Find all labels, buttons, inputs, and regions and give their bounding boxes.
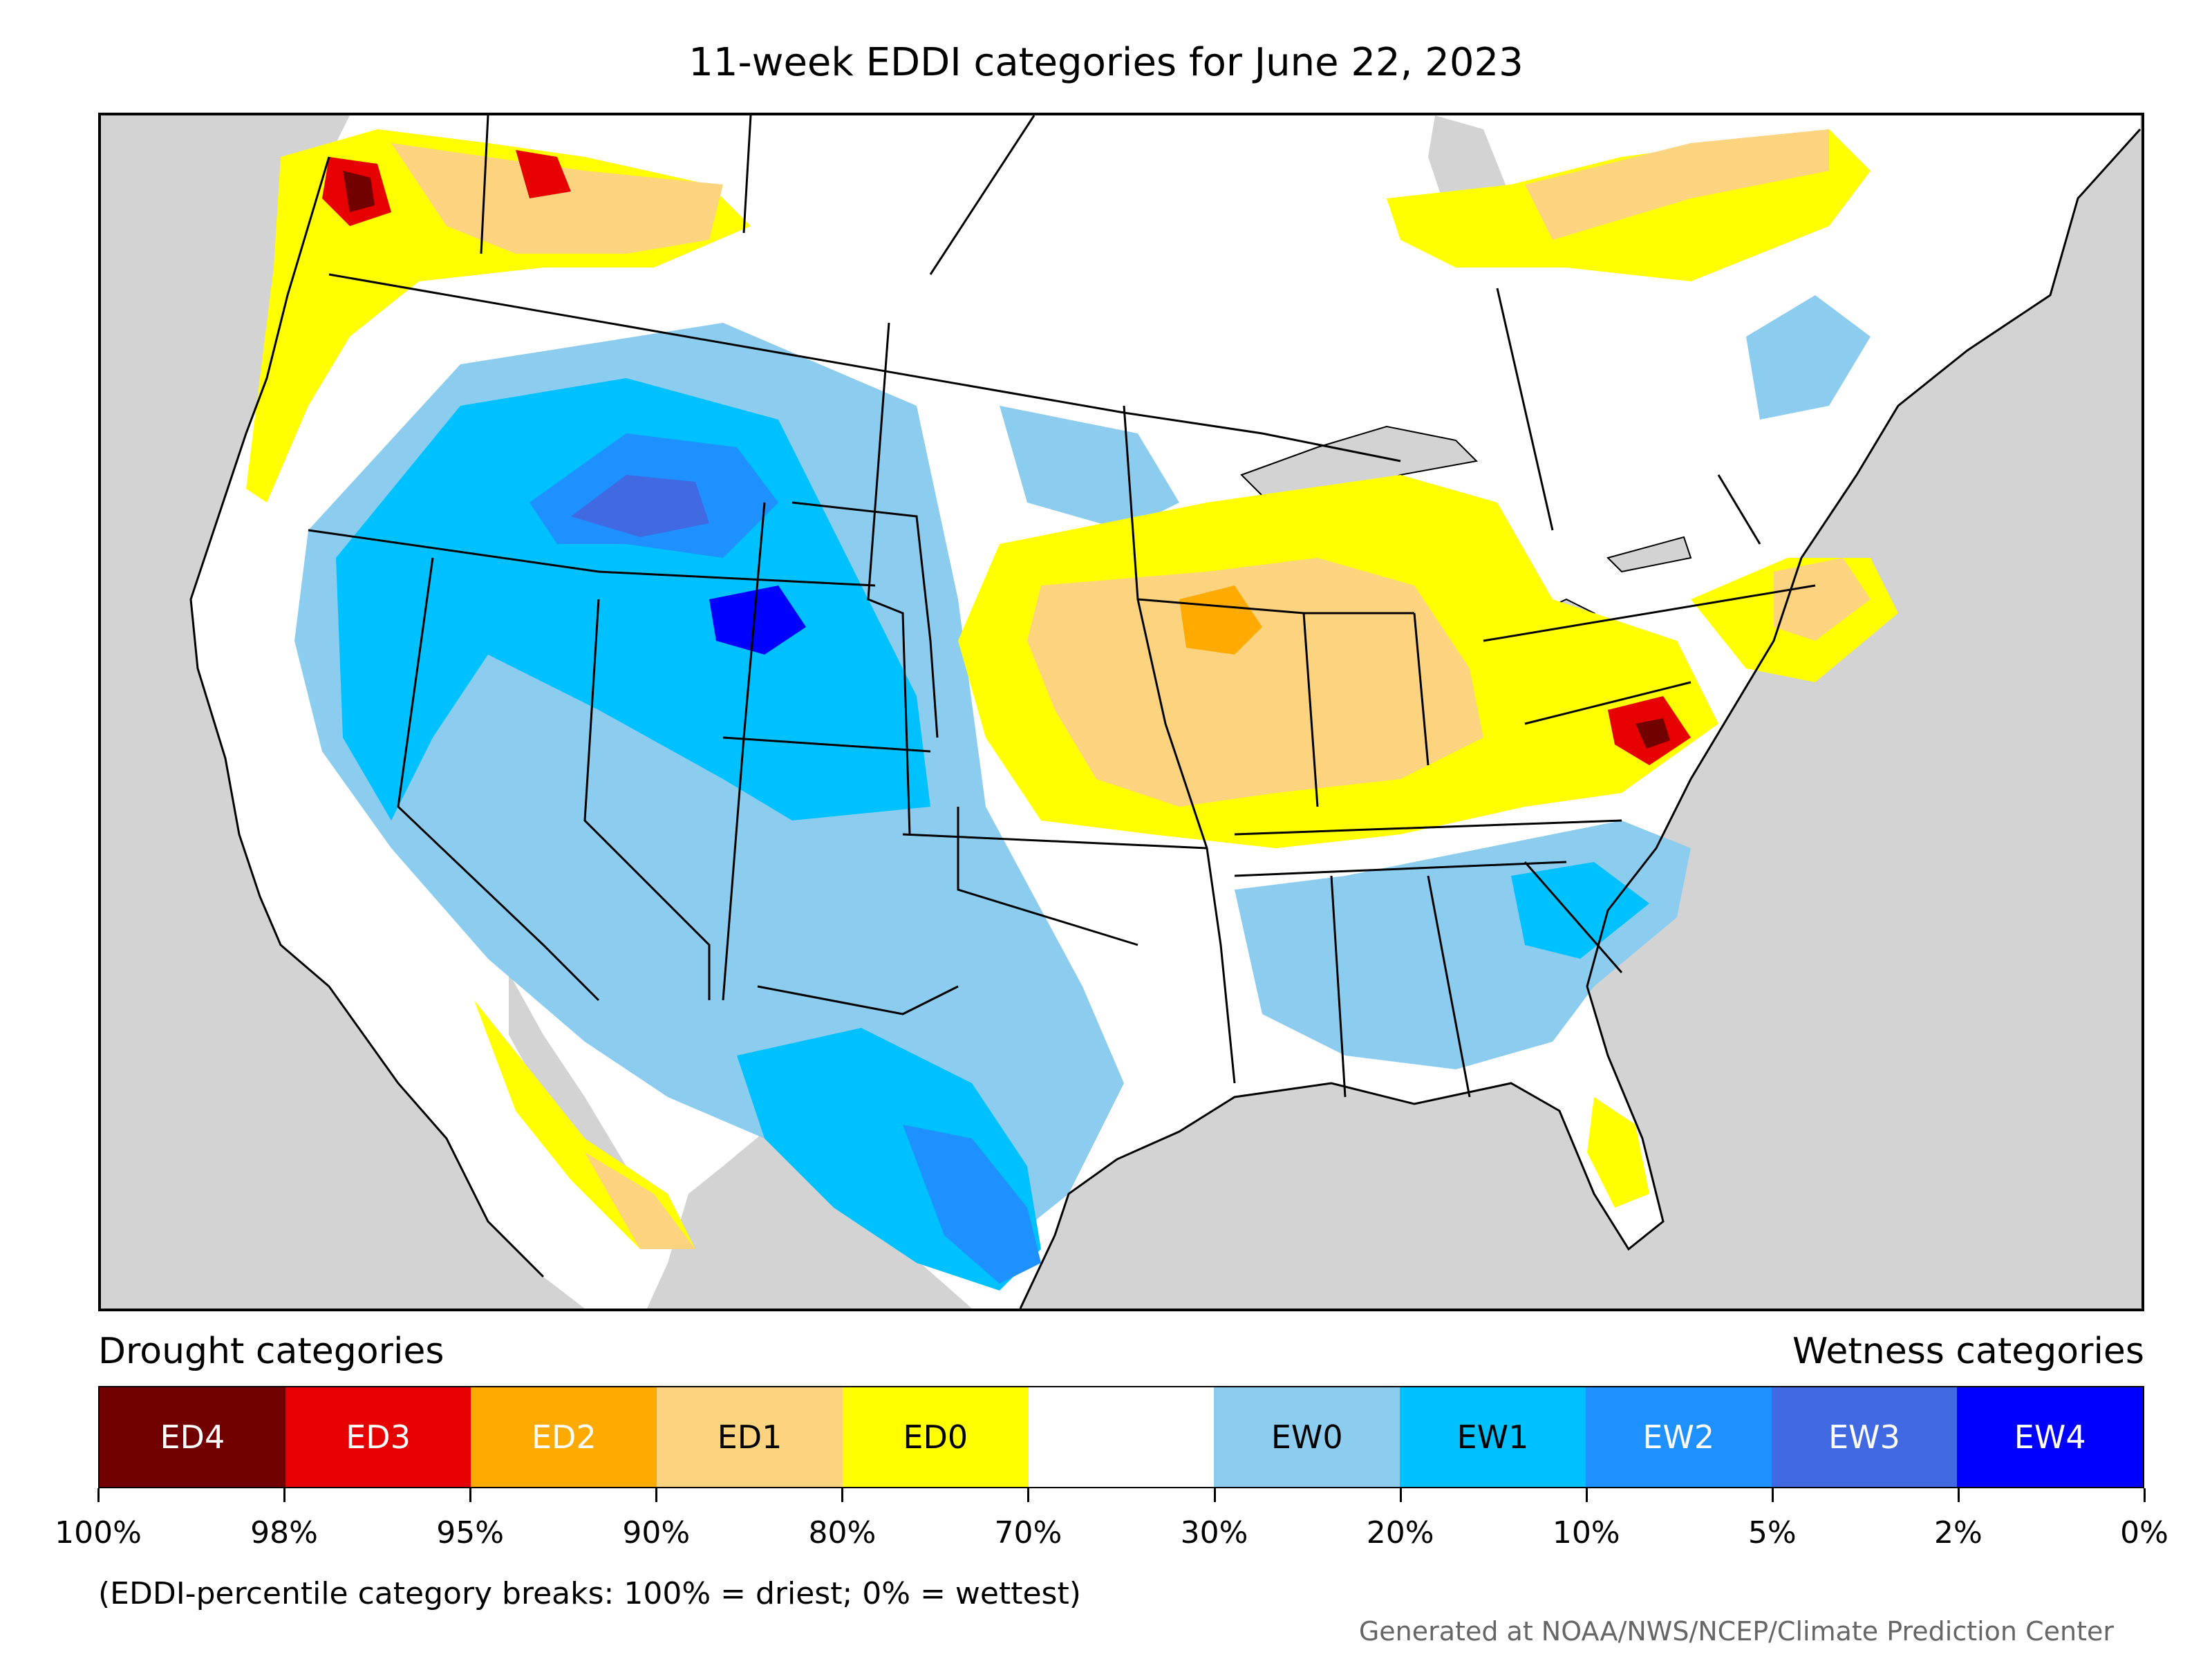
colorbar-tick-label: 100% — [55, 1515, 142, 1550]
ew0-region-dakota — [1000, 406, 1179, 530]
colorbar-tick-label: 0% — [2120, 1515, 2168, 1550]
colorbar-cell-ew2: EW2 — [1585, 1387, 1772, 1487]
eddi-map — [98, 113, 2144, 1311]
colorbar-tick-label: 98% — [250, 1515, 318, 1550]
ed4-region-virginia — [1635, 718, 1670, 749]
colorbar-tick — [841, 1488, 844, 1502]
ed4-region-bc — [343, 171, 375, 212]
colorbar-tick-label: 20% — [1366, 1515, 1434, 1550]
colorbar-tick — [1585, 1488, 1588, 1502]
colorbar-cell-normal — [1028, 1387, 1215, 1487]
state-borders — [308, 115, 1816, 1098]
colorbar-tick — [2144, 1488, 2146, 1502]
drought-categories-heading: Drought categories — [98, 1331, 444, 1372]
ed0-region-florida — [1587, 1097, 1649, 1208]
colorbar-tick — [1957, 1488, 1960, 1502]
colorbar-tick — [469, 1488, 472, 1502]
colorbar-tick — [283, 1488, 286, 1502]
ed1-region-baja — [585, 1152, 695, 1249]
colorbar-tick-label: 95% — [436, 1515, 505, 1550]
colorbar-cell-ed2: ED2 — [471, 1387, 657, 1487]
colorbar-tick-label: 70% — [994, 1515, 1062, 1550]
ed1-region-canada-east — [1525, 129, 1829, 240]
colorbar-tick — [97, 1488, 100, 1502]
ed1-region-bc — [391, 143, 723, 254]
colorbar-tick-label: 30% — [1180, 1515, 1248, 1550]
category-breaks-note: (EDDI-percentile category breaks: 100% =… — [98, 1576, 1081, 1611]
wetness-categories-heading: Wetness categories — [1792, 1331, 2144, 1372]
lake-ontario — [1606, 536, 1692, 573]
ew1-region-newengland — [1746, 295, 1871, 420]
colorbar-cell-ed1: ED1 — [657, 1387, 843, 1487]
colorbar-tick-label: 5% — [1747, 1515, 1797, 1550]
colorbar-cell-ed4: ED4 — [100, 1387, 285, 1487]
ed3-region-bc-east — [516, 150, 571, 198]
ed1-region-northeast — [1774, 558, 1871, 641]
ed2-region-iowa — [1179, 585, 1262, 655]
colorbar-cell-ed3: ED3 — [285, 1387, 471, 1487]
map-title: 11-week EDDI categories for June 22, 202… — [688, 40, 1524, 85]
colorbar-tick — [1771, 1488, 1774, 1502]
ed1-region-midwest — [1027, 558, 1483, 807]
colorbar-tick-label: 2% — [1934, 1515, 1983, 1550]
colorbar-tick — [1213, 1488, 1216, 1502]
ew2-region-texas — [903, 1125, 1041, 1284]
colorbar-cell-ed0: ED0 — [842, 1387, 1029, 1487]
ew4-region-wyoming — [709, 585, 806, 655]
colorbar-tick-label: 10% — [1552, 1515, 1620, 1550]
colorbar-cell-ew4: EW4 — [1957, 1387, 2144, 1487]
colorbar-tick — [655, 1488, 658, 1502]
colorbar-cell-ew0: EW0 — [1214, 1387, 1400, 1487]
colorbar-cell-ew3: EW3 — [1771, 1387, 1958, 1487]
category-colorbar: ED4 ED3 ED2 ED1 ED0 EW0 EW1 EW2 EW3 EW4 — [98, 1386, 2144, 1488]
colorbar-tick-label: 80% — [808, 1515, 877, 1550]
colorbar-tick — [1399, 1488, 1402, 1502]
colorbar-ticks — [97, 1488, 2146, 1502]
credit-line: Generated at NOAA/NWS/NCEP/Climate Predi… — [1358, 1616, 2114, 1647]
coastline — [189, 128, 2141, 1309]
ew1-region-west — [336, 378, 930, 821]
ew3-region-idaho — [571, 475, 709, 537]
colorbar-tick-label: 90% — [622, 1515, 691, 1550]
colorbar-tick — [1027, 1488, 1030, 1502]
colorbar-cell-ew1: EW1 — [1400, 1387, 1586, 1487]
